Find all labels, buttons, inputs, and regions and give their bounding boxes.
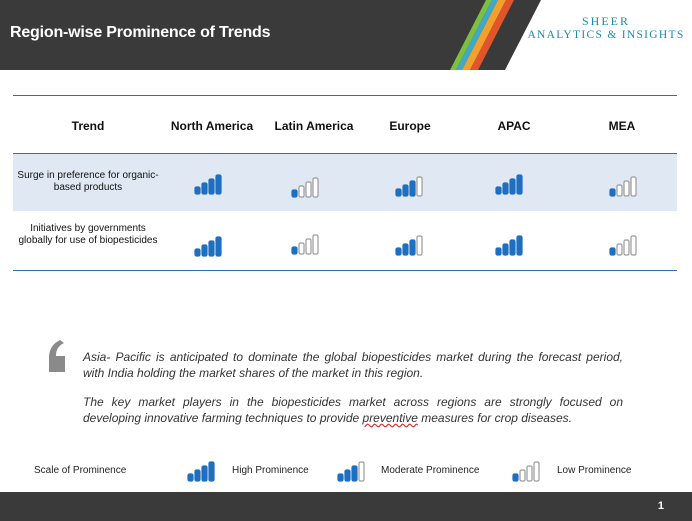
signal-bar [305, 181, 312, 198]
quote-paragraph-1: Asia- Pacific is anticipated to dominate… [83, 350, 623, 380]
slide-title: Region-wise Prominence of Trends [10, 24, 271, 41]
key-insight-quote: Asia- Pacific is anticipated to dominate… [83, 349, 623, 426]
signal-bar [416, 176, 423, 197]
signal-bar [526, 465, 533, 482]
signal-bar [509, 178, 516, 195]
trends-table: Trend North America Latin America Europe… [13, 95, 677, 271]
signal-icon [187, 461, 215, 482]
signal-bar [609, 188, 616, 197]
signal-bar [623, 239, 630, 256]
signal-bar [516, 235, 523, 256]
signal-icon [291, 177, 319, 198]
spellcheck-underlined-word: preventive [362, 411, 418, 425]
signal-icon [291, 234, 319, 255]
signal-icon [495, 174, 523, 195]
signal-bar [291, 189, 298, 198]
trend-label: Initiatives by governments globally for … [18, 223, 158, 246]
signal-bar [402, 184, 409, 197]
signal-bar [344, 469, 351, 482]
signal-icon [512, 461, 540, 482]
signal-icon [609, 176, 637, 197]
signal-bar [395, 247, 402, 256]
quote-icon [49, 340, 65, 372]
signal-bar [512, 473, 519, 482]
signal-bar [305, 238, 312, 255]
signal-icon [395, 235, 423, 256]
signal-bar [416, 235, 423, 256]
signal-bar [201, 182, 208, 195]
col-header-europe: Europe [389, 119, 431, 133]
col-header-latin-america: Latin America [274, 119, 354, 133]
quote-p2-text: The key market players in the biopestici… [83, 395, 623, 425]
signal-icon [337, 461, 365, 482]
signal-bar [298, 185, 305, 198]
signal-bar [194, 469, 201, 482]
signal-bar [351, 465, 358, 482]
signal-bar [630, 176, 637, 197]
signal-bar [215, 236, 222, 257]
signal-bar [509, 239, 516, 256]
signal-bar [208, 461, 215, 482]
signal-bar [298, 242, 305, 255]
signal-bar [194, 248, 201, 257]
signal-bar [201, 465, 208, 482]
signal-bar [502, 182, 509, 195]
signal-bar [358, 461, 365, 482]
signal-bar [291, 246, 298, 255]
signal-bar [208, 178, 215, 195]
logo-stripes-icon [450, 0, 514, 70]
signal-bar [519, 469, 526, 482]
table-row: Initiatives by governments globally for … [13, 213, 677, 270]
signal-bar [312, 234, 319, 255]
signal-bar [402, 243, 409, 256]
signal-bar [495, 247, 502, 256]
signal-bar [409, 239, 416, 256]
legend-label-high: High Prominence [232, 465, 309, 476]
signal-icon [194, 236, 222, 257]
signal-bar [187, 473, 194, 482]
quote-paragraph-2: The key market players in the biopestici… [83, 394, 623, 426]
logo-line-2: ANALYTICS & INSIGHTS [527, 29, 685, 41]
slide-footer: 1 [0, 492, 692, 521]
col-header-north-america: North America [170, 119, 254, 133]
trend-label: Surge in preference for organic-based pr… [17, 170, 159, 193]
signal-bar [201, 244, 208, 257]
table-row: Surge in preference for organic-based pr… [13, 154, 677, 211]
signal-icon [495, 235, 523, 256]
logo-line-1: SHEER [581, 14, 630, 28]
quote-p2-end: measures for crop diseases. [417, 411, 572, 425]
company-logo: SHEER ANALYTICS & INSIGHTS [526, 14, 686, 42]
signal-icon [194, 174, 222, 195]
signal-bar [409, 180, 416, 197]
signal-bar [623, 180, 630, 197]
signal-bar [630, 235, 637, 256]
legend-label-moderate: Moderate Prominence [381, 465, 480, 476]
signal-bar [516, 174, 523, 195]
signal-bar [337, 473, 344, 482]
page-number: 1 [657, 500, 664, 512]
table-header-rule [13, 153, 677, 154]
signal-bar [208, 240, 215, 257]
col-header-mea: MEA [608, 119, 636, 133]
table-bottom-rule [13, 270, 677, 271]
col-header-apac: APAC [497, 119, 531, 133]
signal-icon [395, 176, 423, 197]
legend-title: Scale of Prominence [34, 465, 127, 476]
legend-label-low: Low Prominence [557, 465, 632, 476]
signal-bar [215, 174, 222, 195]
signal-bar [495, 186, 502, 195]
signal-bar [395, 188, 402, 197]
col-header-trend: Trend [71, 119, 105, 133]
signal-bar [616, 184, 623, 197]
signal-bar [609, 247, 616, 256]
signal-bar [312, 177, 319, 198]
logo-background [505, 0, 692, 70]
signal-bar [533, 461, 540, 482]
signal-bar [502, 243, 509, 256]
signal-bar [194, 186, 201, 195]
table-top-rule [13, 95, 677, 96]
signal-icon [609, 235, 637, 256]
signal-bar [616, 243, 623, 256]
